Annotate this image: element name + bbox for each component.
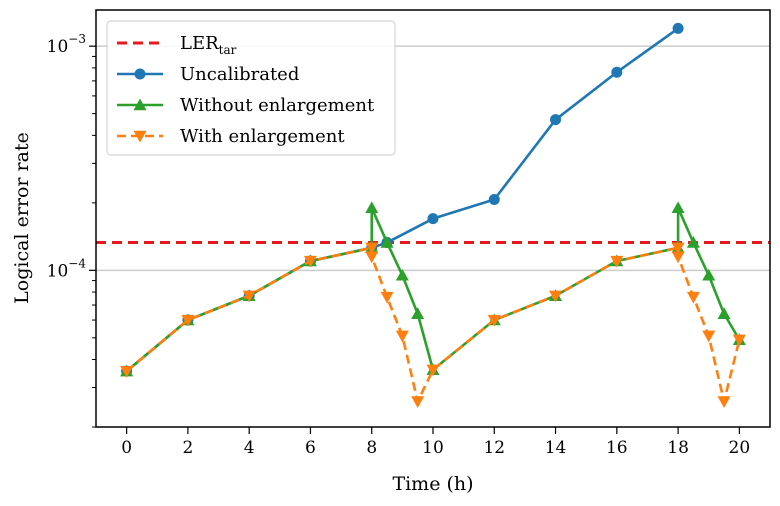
- x-axis-ticks: 0 2 4 6 8 10 12 14 16 18 20: [121, 427, 750, 458]
- data-point: [717, 396, 731, 408]
- data-point: [702, 330, 716, 343]
- data-point: [717, 307, 731, 319]
- data-point: [671, 242, 685, 255]
- legend-marker: [133, 98, 147, 111]
- x-tick-label: 16: [606, 438, 628, 458]
- legend-item-with-enlargement: With enlargement: [117, 126, 345, 147]
- data-point: [120, 365, 134, 378]
- x-tick-label: 18: [667, 438, 689, 458]
- legend-items: LERtar Uncalibrated Without enlargement Wit…: [117, 33, 375, 147]
- x-tick-label: 14: [545, 438, 567, 458]
- data-point: [671, 251, 685, 264]
- x-tick-label: 20: [729, 438, 751, 458]
- legend-box: [106, 20, 396, 156]
- data-point: [488, 193, 500, 205]
- data-point: [380, 236, 394, 248]
- y-axis-label: Logical error rate: [11, 132, 33, 304]
- x-tick-label: 2: [182, 438, 193, 458]
- legend: LERtar Uncalibrated Without enlargement Wit…: [106, 20, 396, 156]
- series-line: [125, 206, 741, 373]
- data-point: [732, 334, 746, 347]
- x-tick-label: 0: [121, 438, 132, 458]
- x-tick-label: 10: [422, 438, 444, 458]
- data-point: [686, 236, 700, 248]
- data-point: [686, 291, 700, 304]
- legend-label: Uncalibrated: [180, 64, 299, 85]
- data-point: [365, 242, 379, 255]
- data-point: [611, 66, 623, 78]
- data-point: [365, 251, 379, 264]
- x-tick-label: 6: [305, 438, 316, 458]
- x-tick-label: 4: [244, 438, 255, 458]
- x-tick-label: 12: [483, 438, 505, 458]
- legend-item-ler-target: LERtar: [117, 33, 237, 57]
- data-point: [411, 307, 425, 319]
- legend-label: Without enlargement: [180, 95, 375, 116]
- data-point: [427, 213, 439, 225]
- data-point: [303, 255, 317, 268]
- series-with-enlargement: [120, 242, 746, 408]
- data-point: [242, 290, 256, 303]
- data-point: [365, 201, 379, 214]
- data-point: [550, 114, 562, 126]
- legend-marker: [134, 68, 146, 80]
- series-layer: [120, 22, 746, 408]
- y-tick-label: 10−4: [47, 256, 87, 281]
- legend-marker: [133, 130, 147, 143]
- data-point: [380, 291, 394, 304]
- data-point: [411, 396, 425, 408]
- data-point: [549, 290, 563, 303]
- data-point: [610, 255, 624, 268]
- y-axis-ticks: 10−4 10−3: [47, 32, 96, 428]
- series-without-enlargement: [120, 201, 746, 377]
- data-point: [487, 314, 501, 327]
- data-point: [702, 268, 716, 281]
- legend-item-without-enlargement: Without enlargement: [117, 95, 375, 116]
- data-point: [672, 22, 684, 34]
- data-point: [395, 268, 409, 281]
- data-point: [395, 330, 409, 343]
- legend-item-uncalibrated: Uncalibrated: [117, 64, 299, 85]
- data-point: [181, 314, 195, 327]
- data-point: [671, 201, 685, 214]
- legend-label: LERtar: [180, 33, 237, 57]
- x-axis-label: Time (h): [392, 473, 473, 495]
- data-point: [426, 364, 440, 377]
- x-tick-label: 8: [366, 438, 377, 458]
- y-tick-label: 10−3: [47, 32, 86, 57]
- legend-label: With enlargement: [180, 126, 345, 147]
